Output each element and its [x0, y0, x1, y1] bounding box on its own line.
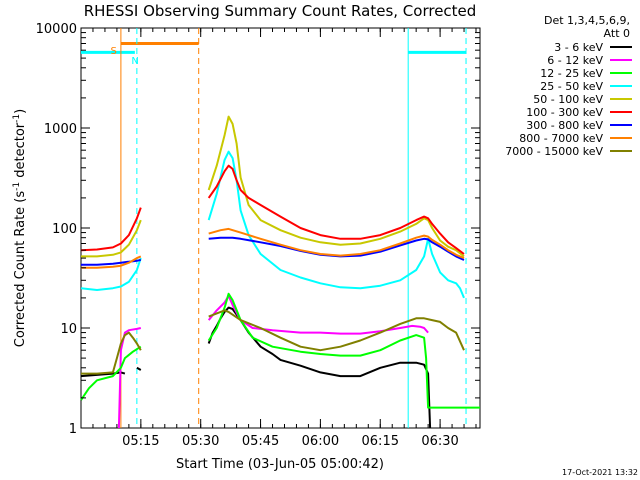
series-8	[81, 309, 465, 375]
y-axis-label-part: Corrected Count Rate (s	[13, 191, 28, 348]
series-1	[117, 294, 429, 429]
series-5	[80, 164, 465, 255]
series-line	[80, 257, 142, 291]
series-line	[81, 331, 142, 375]
flag-annotations: SN	[111, 46, 139, 67]
flag-bars	[81, 41, 467, 54]
time-markers	[120, 28, 467, 428]
legend-label: 300 - 800 keV	[526, 119, 603, 132]
legend-label: 3 - 6 keV	[554, 41, 603, 54]
series-line	[81, 255, 142, 269]
series-line	[81, 258, 142, 266]
x-tick-label: 06:30	[421, 434, 458, 449]
x-axis-label: Start Time (03-Jun-05 05:00:42)	[176, 457, 384, 472]
y-tick-label: 10	[60, 322, 77, 337]
legend-label: 6 - 12 keV	[547, 54, 603, 67]
series-line	[80, 207, 142, 252]
y-axis-label-part: detector	[13, 122, 28, 182]
flag-label: S	[111, 46, 117, 57]
series-line	[207, 115, 465, 258]
legend-label: 800 - 7000 keV	[519, 132, 603, 145]
series-line	[80, 371, 126, 378]
legend-label: 7000 - 15000 keV	[505, 145, 603, 158]
y-axis-label-exponent: -1	[12, 114, 22, 123]
y-tick-label: 10000	[36, 22, 77, 37]
legend-label: 50 - 100 keV	[533, 93, 603, 106]
y-axis: 1 10 100 1000 10000	[36, 22, 480, 437]
series-6	[81, 236, 465, 266]
series-line	[117, 327, 142, 429]
series-line	[208, 309, 465, 352]
series-line	[207, 292, 480, 409]
plot-frame	[80, 27, 481, 429]
series-line	[207, 150, 465, 299]
y-axis-label-exponent: -1	[12, 182, 22, 191]
y-axis-label: Corrected Count Rate (s-1 detector-1)	[12, 109, 28, 347]
x-tick-label: 05:15	[122, 434, 159, 449]
series-line	[208, 227, 465, 260]
x-axis: 05:15 05:30 05:45 06:00 06:15 06:30	[80, 28, 477, 449]
series-lines	[80, 115, 480, 429]
series-4	[81, 115, 465, 258]
x-tick-label: 05:45	[242, 434, 279, 449]
legend-label: 25 - 50 keV	[540, 80, 603, 93]
y-axis-label-part: )	[13, 109, 28, 114]
x-tick-label: 06:00	[302, 434, 339, 449]
series-line	[208, 236, 465, 261]
y-tick-label: 1	[69, 422, 77, 437]
chart-title: RHESSI Observing Summary Count Rates, Co…	[84, 2, 477, 20]
plot-area: SN	[80, 27, 481, 429]
y-tick-label: 100	[52, 222, 77, 237]
series-line	[207, 164, 465, 255]
y-tick-label: 1000	[44, 122, 77, 137]
legend-header: Att 0	[604, 27, 630, 40]
series-3	[80, 150, 465, 299]
x-tick-label: 05:30	[182, 434, 219, 449]
series-line	[81, 219, 142, 258]
footer-date: 17-Oct-2021 13:32	[562, 468, 638, 477]
legend-header: Det 1,3,4,5,6,9,	[544, 14, 630, 27]
series-7	[81, 227, 465, 269]
series-line	[136, 366, 142, 371]
x-tick-label: 06:15	[362, 434, 399, 449]
series-line	[80, 345, 142, 401]
series-line	[207, 294, 429, 335]
legend-label: 100 - 300 keV	[526, 106, 603, 119]
legend-label: 12 - 25 keV	[540, 67, 603, 80]
flag-label: N	[131, 56, 138, 67]
series-2	[80, 292, 480, 409]
